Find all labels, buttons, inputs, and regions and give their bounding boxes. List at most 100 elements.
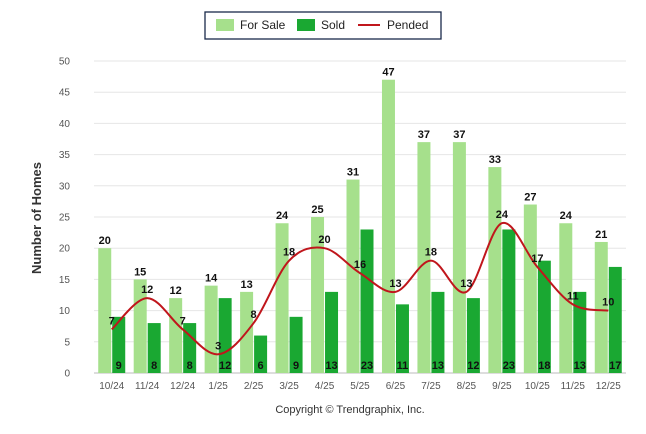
x-tick-label: 10/25 — [525, 381, 550, 392]
x-tick-label: 3/25 — [279, 381, 299, 392]
bar-sold[interactable] — [395, 304, 409, 373]
data-label-sold: 6 — [258, 360, 264, 372]
data-label-sold: 18 — [538, 360, 550, 372]
legend[interactable]: For Sale Sold Pended — [204, 11, 442, 40]
data-label-for-sale: 15 — [134, 266, 146, 278]
data-label-for-sale: 47 — [382, 67, 394, 79]
bar-for-sale[interactable] — [452, 142, 466, 373]
copyright-text: Copyright © Trendgraphix, Inc. — [275, 404, 424, 416]
data-label-pended: 8 — [251, 309, 257, 321]
data-label-pended: 10 — [602, 297, 614, 309]
bar-for-sale[interactable] — [381, 79, 395, 373]
y-tick-label: 45 — [59, 88, 71, 99]
data-label-pended: 18 — [283, 247, 295, 259]
data-label-sold: 8 — [151, 360, 157, 372]
legend-label-sold[interactable]: Sold — [321, 18, 345, 32]
y-tick-label: 5 — [64, 337, 70, 348]
data-label-for-sale: 33 — [489, 154, 501, 166]
pended-line — [111, 222, 609, 356]
bar-for-sale[interactable] — [488, 167, 502, 373]
x-tick-label: 6/25 — [386, 381, 406, 392]
bar-for-sale[interactable] — [204, 285, 218, 373]
data-label-sold: 9 — [293, 360, 299, 372]
data-label-for-sale: 25 — [311, 204, 323, 216]
x-axis: 10/24 11/24 12/24 1/25 2/25 3/25 4/25 5/25 6/25 7… — [99, 381, 621, 392]
data-label-sold: 13 — [432, 360, 444, 372]
bar-sold[interactable] — [573, 291, 587, 373]
legend-swatch-for-sale — [216, 19, 234, 31]
legend-label-for-sale[interactable]: For Sale — [240, 18, 286, 32]
legend-label-pended[interactable]: Pended — [387, 18, 428, 32]
data-label-for-sale: 20 — [99, 235, 111, 247]
bar-sold[interactable] — [431, 291, 445, 373]
data-label-sold: 23 — [503, 360, 515, 372]
data-label-for-sale: 12 — [170, 285, 182, 297]
x-tick-label: 12/25 — [596, 381, 621, 392]
data-label-sold: 12 — [467, 360, 479, 372]
data-label-sold: 23 — [361, 360, 373, 372]
bar-sold[interactable] — [183, 323, 197, 373]
bar-sold[interactable] — [608, 266, 622, 373]
data-label-pended: 13 — [460, 278, 472, 290]
bar-sold[interactable] — [502, 229, 516, 373]
y-tick-label: 40 — [59, 119, 71, 130]
bar-for-sale[interactable] — [169, 298, 183, 373]
y-tick-label: 30 — [59, 181, 71, 192]
bar-for-sale[interactable] — [346, 179, 360, 373]
data-label-pended: 16 — [354, 259, 366, 271]
bar-for-sale[interactable] — [417, 142, 431, 373]
x-tick-label: 2/25 — [244, 381, 264, 392]
data-label-for-sale: 37 — [453, 129, 465, 141]
data-label-pended: 7 — [109, 315, 115, 327]
x-tick-label: 12/24 — [170, 381, 195, 392]
data-label-for-sale: 24 — [560, 210, 573, 222]
y-tick-label: 50 — [59, 57, 71, 68]
bar-sold[interactable] — [360, 229, 374, 373]
data-label-sold: 11 — [397, 360, 409, 372]
bars — [98, 79, 622, 373]
grid-lines — [94, 60, 626, 374]
x-tick-label: 5/25 — [350, 381, 370, 392]
bar-sold[interactable] — [254, 335, 268, 373]
bar-sold[interactable] — [112, 316, 126, 373]
bar-for-sale[interactable] — [311, 217, 325, 373]
data-label-pended: 7 — [180, 315, 186, 327]
bar-sold[interactable] — [466, 298, 480, 373]
x-tick-label: 11/24 — [135, 381, 160, 392]
data-label-sold: 13 — [574, 360, 586, 372]
y-tick-label: 35 — [59, 150, 71, 161]
data-label-sold: 13 — [325, 360, 337, 372]
x-tick-label: 10/24 — [99, 381, 124, 392]
y-tick-label: 20 — [59, 244, 71, 255]
data-label-pended: 20 — [318, 234, 330, 246]
bar-sold[interactable] — [289, 316, 303, 373]
y-axis: 0 5 10 15 20 25 30 35 40 45 50 — [59, 57, 71, 380]
bar-for-sale[interactable] — [275, 223, 289, 373]
data-label-sold: 12 — [219, 360, 231, 372]
data-label-for-sale: 24 — [276, 210, 289, 222]
bar-for-sale[interactable] — [98, 248, 112, 373]
data-label-for-sale: 37 — [418, 129, 430, 141]
bar-sold[interactable] — [537, 260, 551, 373]
legend-box — [204, 11, 442, 40]
x-tick-label: 7/25 — [421, 381, 441, 392]
legend-swatch-sold — [297, 19, 315, 31]
pended-line-path[interactable] — [111, 222, 609, 356]
bar-for-sale[interactable] — [523, 204, 537, 373]
bar-sold[interactable] — [147, 323, 161, 373]
data-label-pended: 18 — [425, 247, 437, 259]
data-label-for-sale: 14 — [205, 273, 218, 285]
data-label-for-sale: 21 — [595, 229, 607, 241]
y-tick-label: 10 — [59, 306, 71, 317]
data-label-sold: 9 — [116, 360, 122, 372]
x-tick-label: 9/25 — [492, 381, 512, 392]
y-tick-label: 0 — [64, 369, 70, 380]
data-label-sold: 17 — [609, 360, 621, 372]
bar-for-sale[interactable] — [594, 241, 608, 373]
data-label-pended: 3 — [215, 340, 221, 352]
x-tick-label: 1/25 — [208, 381, 228, 392]
data-label-for-sale: 13 — [240, 279, 252, 291]
bar-sold[interactable] — [325, 291, 339, 373]
data-label-pended: 11 — [567, 290, 579, 302]
